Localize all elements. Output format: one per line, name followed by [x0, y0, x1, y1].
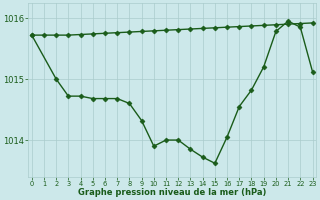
- X-axis label: Graphe pression niveau de la mer (hPa): Graphe pression niveau de la mer (hPa): [78, 188, 266, 197]
